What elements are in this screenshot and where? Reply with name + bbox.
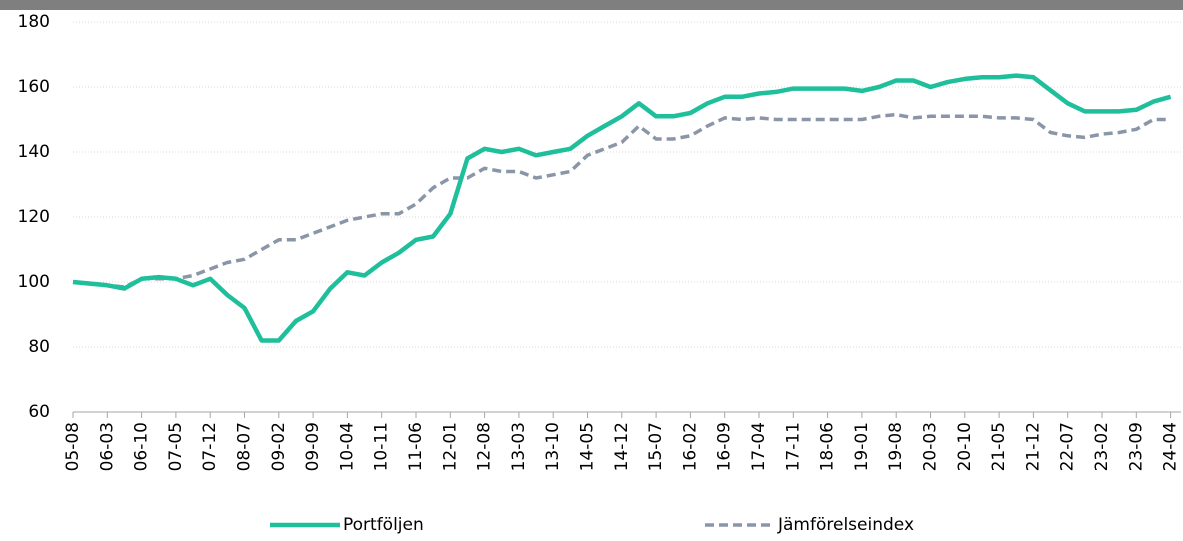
x-tick-label: 21-05	[989, 422, 1009, 471]
x-tick-label: 07-12	[200, 422, 220, 471]
series-line	[72, 112, 1171, 289]
y-tick-label: 80	[28, 337, 50, 357]
x-tick-label: 06-03	[97, 422, 117, 471]
x-tick-label: 14-12	[612, 422, 632, 471]
x-tick-label: 12-01	[440, 422, 460, 471]
x-tick-label: 09-02	[269, 422, 289, 471]
series-line	[72, 73, 1172, 343]
x-tick-label: 15-07	[646, 422, 666, 471]
y-tick-label: 100	[18, 272, 50, 292]
x-tick-label: 08-07	[235, 422, 255, 471]
x-tick-label: 09-09	[303, 422, 323, 471]
x-tick-label: 18-06	[818, 422, 838, 471]
x-tick-label: 23-02	[1092, 422, 1112, 471]
legend-label: Jämförelseindex	[777, 515, 914, 535]
x-tick-label: 13-10	[543, 422, 563, 471]
x-tick-label: 16-02	[680, 422, 700, 471]
x-tick-label: 10-04	[337, 422, 357, 471]
x-tick-label: 14-05	[578, 422, 598, 471]
x-tick-label: 24-04	[1161, 422, 1181, 471]
x-tick-label: 23-09	[1126, 422, 1146, 471]
y-tick-label: 140	[18, 142, 50, 162]
x-tick-label: 05-08	[63, 422, 83, 471]
x-tick-label: 16-09	[715, 422, 735, 471]
y-tick-label: 120	[18, 207, 50, 227]
x-tick-label: 19-08	[886, 422, 906, 471]
y-tick-label: 180	[18, 12, 50, 32]
header-band	[0, 0, 1183, 10]
x-tick-label: 17-11	[783, 422, 803, 471]
x-tick-label: 20-03	[921, 422, 941, 471]
legend-label: Portföljen	[343, 515, 424, 535]
x-tick-label: 11-06	[406, 422, 426, 471]
x-tick-label: 19-01	[852, 422, 872, 471]
y-tick-label: 60	[28, 402, 50, 422]
x-tick-label: 12-08	[475, 422, 495, 471]
x-tick-label: 21-12	[1023, 422, 1043, 471]
x-tick-label: 17-04	[749, 422, 769, 471]
x-tick-label: 13-03	[509, 422, 529, 471]
x-tick-label: 22-07	[1058, 422, 1078, 471]
y-tick-label: 160	[18, 77, 50, 97]
x-tick-label: 07-05	[166, 422, 186, 471]
x-tick-label: 20-10	[955, 422, 975, 471]
x-tick-label: 10-11	[372, 422, 392, 471]
x-tick-label: 06-10	[132, 422, 152, 471]
